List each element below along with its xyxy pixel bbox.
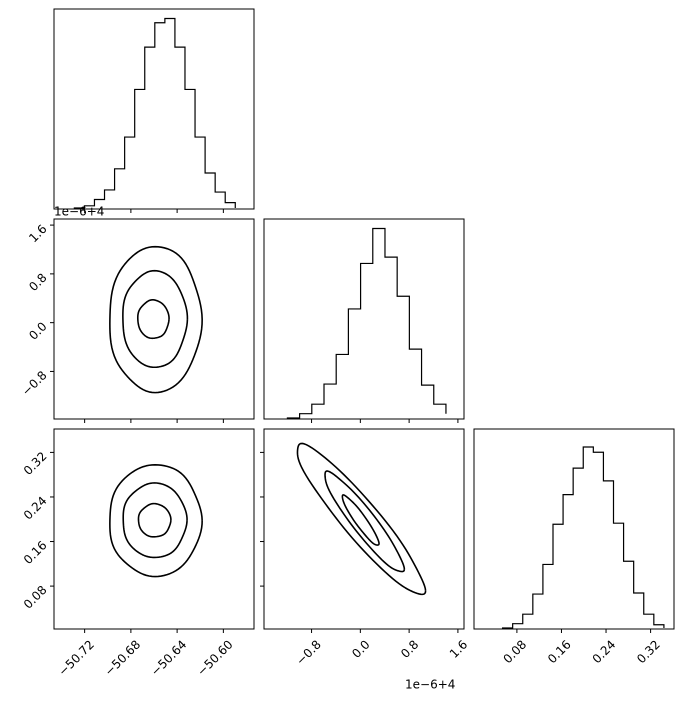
panel-r3-c1: −50.72 −50.68 −50.64 −50.60 0.08 0.16 0.24 0.32: [21, 428, 255, 679]
contour-level-3: [109, 245, 203, 394]
x-tick-label: −0.8: [293, 637, 324, 668]
histogram-3: [501, 446, 665, 629]
y-tick-label: 0.16: [21, 538, 50, 567]
x-tick-label: 0.0: [349, 637, 372, 660]
contour-level-1: [137, 502, 172, 538]
y-tick-label: 0.32: [21, 449, 50, 478]
panel-r2-c1: −0.8 0.0 0.8 1.6: [19, 218, 255, 423]
contour-level-1: [341, 494, 380, 546]
x-tick-label: 0.24: [590, 637, 619, 666]
x-tick-label: −50.64: [148, 637, 189, 678]
contour-level-3: [109, 464, 203, 578]
contour-panel-2: [109, 464, 203, 578]
panel-r3-c3: 0.08 0.16 0.24 0.32: [473, 428, 675, 666]
y-tick-label: 0.24: [21, 494, 50, 523]
y-tick-label: 1.6: [26, 222, 49, 245]
histogram-step: [73, 17, 236, 209]
panel-frame: [53, 428, 255, 630]
x-tick-label: 0.8: [398, 637, 421, 660]
y-tick-label: 0.0: [26, 319, 49, 342]
contour-level-1: [136, 299, 170, 340]
contour-level-3: [296, 442, 427, 596]
x-tick-label: 0.08: [500, 637, 529, 666]
x-tick-label: 1.6: [447, 637, 470, 660]
panel-frame: [263, 428, 465, 630]
y-tick-label: 0.08: [21, 583, 50, 612]
x-tick-label: −50.60: [194, 637, 235, 678]
panel-frame: [263, 218, 465, 420]
panel-r3-c2: −0.8 0.0 0.8 1.6: [260, 428, 470, 668]
panel-r2-c2: [263, 218, 465, 423]
x-tick-label: −50.68: [102, 637, 143, 678]
panel-r1-c1: [53, 8, 255, 213]
contour-level-2: [324, 470, 406, 573]
col2-x-offset-label: 1e−6+4: [405, 678, 455, 692]
histogram-2: [286, 227, 447, 419]
panel-frame: [53, 8, 255, 210]
x-tick-label: −50.72: [56, 637, 97, 678]
contour-level-2: [122, 482, 188, 559]
contour-panel-3: [296, 442, 427, 596]
histogram-step: [501, 446, 665, 629]
panel-frame: [53, 218, 255, 420]
corner-plot-panels: −0.8 0.0 0.8 1.6 −50.72 −50.68 −50.64 −50.60 0.0…: [19, 8, 675, 679]
panel-frame: [473, 428, 675, 630]
histogram-1: [73, 17, 236, 209]
histogram-step: [286, 227, 447, 419]
y-tick-label: −0.8: [19, 368, 50, 399]
x-tick-label: 0.32: [634, 637, 663, 666]
contour-panel-1: [109, 245, 203, 394]
x-tick-label: 0.16: [545, 637, 574, 666]
contour-level-2: [122, 269, 189, 369]
row2-y-offset-label: 1e−6+4: [54, 205, 104, 219]
y-tick-label: 0.8: [26, 271, 49, 294]
